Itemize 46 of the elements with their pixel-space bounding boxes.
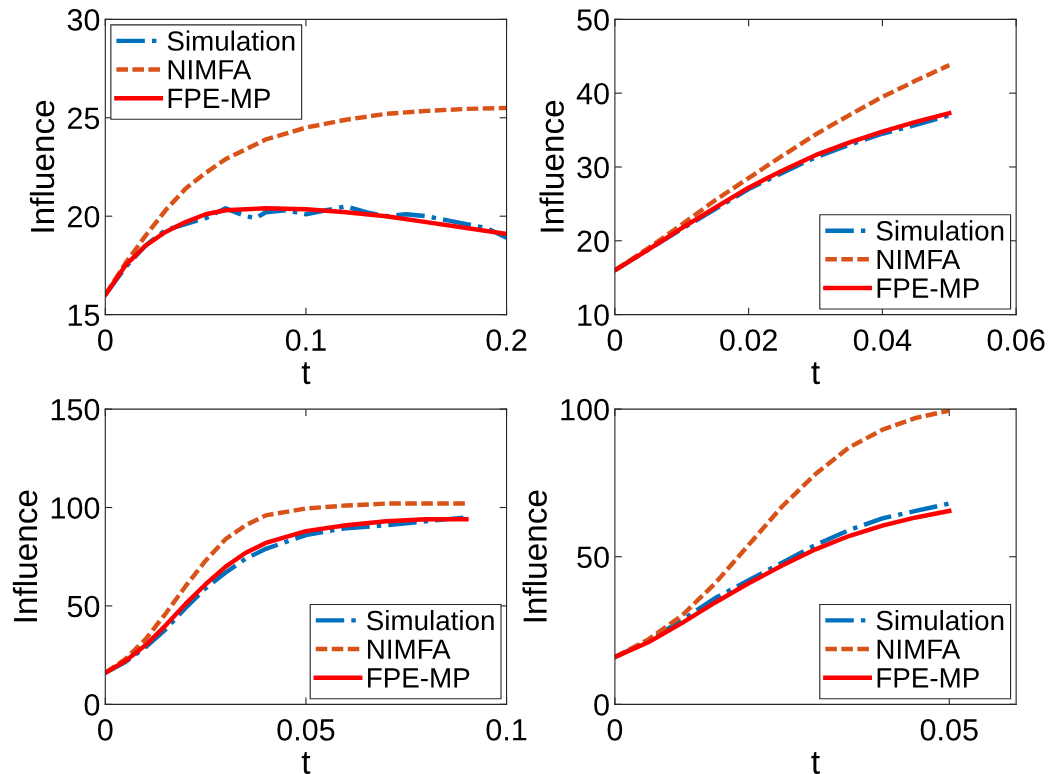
y-tick-label: 30 (67, 9, 100, 31)
y-tick-label: 150 (51, 398, 100, 421)
y-tick-label: 100 (561, 398, 609, 421)
legend-label: NIMFA (168, 60, 252, 80)
x-tick-label: 0.04 (853, 329, 912, 351)
y-tick-label: 100 (51, 497, 100, 519)
y-tick-label: 50 (577, 9, 609, 31)
legend-label: Simulation (876, 609, 1004, 631)
legend-label: NIMFA (368, 639, 451, 659)
x-tick-label: 0.2 (486, 329, 527, 351)
x-tick-label: 0.05 (277, 719, 335, 741)
legend-label: FPE-MP (877, 668, 979, 688)
y-tick-label: 50 (67, 595, 100, 618)
x-tick-label: 0 (607, 329, 623, 351)
y-axis-title: Influence (539, 100, 564, 232)
legend-label: NIMFA (877, 249, 961, 270)
x-tick-label: 0.02 (720, 329, 777, 351)
legend-label: FPE-MP (368, 668, 470, 688)
x-tick-label: 0 (607, 719, 623, 741)
x-tick-label: 0.05 (920, 719, 978, 741)
y-axis-title: Influence (12, 490, 38, 622)
x-axis-title: t (811, 362, 820, 385)
y-axis-title: Influence (29, 100, 55, 232)
legend-label: Simulation (876, 220, 1004, 241)
y-tick-label: 0 (594, 694, 609, 716)
y-tick-label: 15 (68, 304, 100, 326)
x-tick-label: 0.06 (987, 329, 1045, 351)
y-tick-label: 50 (577, 546, 609, 569)
x-axis-title: t (301, 362, 311, 385)
legend-label: Simulation (367, 609, 494, 631)
legend-label: NIMFA (877, 639, 961, 659)
legend-label: FPE-MP (877, 278, 979, 298)
y-tick-label: 0 (84, 694, 100, 716)
y-tick-label: 25 (67, 107, 100, 130)
y-tick-label: 20 (577, 230, 609, 253)
x-axis-title: t (301, 752, 311, 774)
y-tick-label: 10 (578, 304, 609, 326)
y-tick-label: 40 (576, 82, 609, 105)
legend-label: Simulation (167, 30, 295, 51)
x-tick-label: 0.1 (486, 719, 527, 741)
y-tick-label: 20 (67, 205, 100, 228)
y-axis-title: Influence (522, 490, 547, 622)
x-tick-label: 0.1 (285, 329, 326, 351)
y-tick-label: 30 (577, 156, 609, 179)
legend-label: FPE-MP (168, 88, 270, 108)
x-axis-title: t (811, 752, 820, 774)
